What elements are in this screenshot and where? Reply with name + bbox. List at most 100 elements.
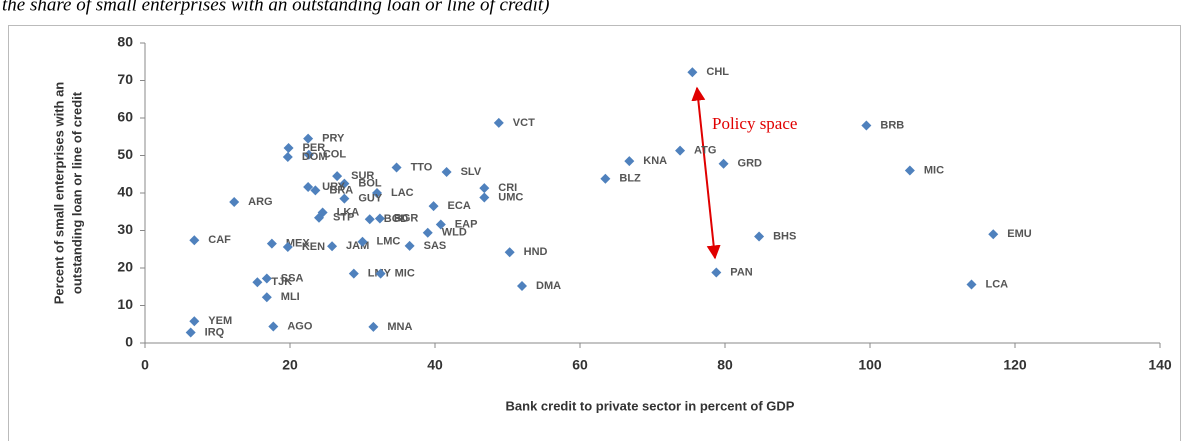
point xyxy=(687,67,698,78)
point-label: WLD xyxy=(442,227,467,239)
point-label: MIC xyxy=(924,164,944,176)
point-label: BRA xyxy=(329,184,353,196)
point-label: ECA xyxy=(448,200,471,212)
point xyxy=(675,145,686,156)
x-tick-label: 20 xyxy=(282,357,298,373)
point-label: AGO xyxy=(287,320,313,332)
point-label: LMC xyxy=(377,236,401,248)
point-label: UMC xyxy=(498,191,523,203)
x-tick-label: 100 xyxy=(858,357,882,373)
point-label: SUR xyxy=(351,170,374,182)
point xyxy=(189,316,200,327)
point xyxy=(261,292,272,303)
point xyxy=(428,201,439,212)
point xyxy=(252,277,263,288)
annotation: Policy space xyxy=(712,114,797,133)
x-axis-label: Bank credit to private sector in percent… xyxy=(506,398,795,413)
x-tick-label: 120 xyxy=(1003,357,1027,373)
x-tick-label: 140 xyxy=(1148,357,1172,373)
point-label: CRI xyxy=(498,182,517,194)
point-label: SLV xyxy=(461,166,482,178)
point-label: LCA xyxy=(986,278,1009,290)
x-tick-label: 60 xyxy=(572,357,588,373)
point xyxy=(303,133,314,144)
point xyxy=(375,268,386,279)
point xyxy=(391,162,402,173)
point xyxy=(904,165,915,176)
point-label: TTO xyxy=(411,161,433,173)
point-label: VCT xyxy=(513,117,535,129)
y-axis-label: outstanding loan or line of credit xyxy=(69,91,84,294)
point xyxy=(348,268,359,279)
point-label: URY xyxy=(322,181,345,193)
point xyxy=(718,158,729,169)
point-label: SAS xyxy=(424,240,447,252)
point xyxy=(504,247,515,258)
point xyxy=(624,156,635,167)
point xyxy=(517,281,527,291)
point-label: LAC xyxy=(391,187,414,199)
point-label: TJK xyxy=(271,276,292,288)
point-label: YEM xyxy=(208,315,232,327)
point-label: IRQ xyxy=(205,326,225,338)
y-tick-label: 10 xyxy=(117,296,133,312)
point-label: BOL xyxy=(358,178,382,190)
point xyxy=(266,238,277,249)
point xyxy=(372,188,382,198)
point-label: BRB xyxy=(880,119,904,131)
point xyxy=(332,171,343,182)
point xyxy=(283,143,294,153)
y-tick-label: 80 xyxy=(117,34,133,50)
point-label: KEN xyxy=(302,241,325,253)
point xyxy=(422,227,433,238)
point xyxy=(339,193,350,204)
point xyxy=(861,120,872,131)
y-axis-label: Percent of small enterprises with an xyxy=(51,82,66,305)
point xyxy=(339,178,350,189)
y-tick-label: 40 xyxy=(117,184,133,200)
point-label: EAP xyxy=(455,218,478,230)
point xyxy=(303,182,314,192)
y-tick-label: 20 xyxy=(117,259,133,275)
point-label: BGR xyxy=(394,212,419,224)
point xyxy=(493,117,504,128)
point-label: DOM xyxy=(302,151,328,163)
point xyxy=(303,149,314,160)
y-tick-label: 70 xyxy=(117,71,133,87)
point-label: BLZ xyxy=(619,173,641,185)
point-label: CAF xyxy=(208,234,231,246)
point xyxy=(711,267,722,278)
point xyxy=(261,273,272,284)
point-label: EMU xyxy=(1007,228,1032,240)
point-label: MIC xyxy=(395,268,415,280)
x-tick-label: 40 xyxy=(427,357,443,373)
point xyxy=(479,192,490,203)
point-label: BHS xyxy=(773,230,796,242)
point xyxy=(357,236,368,247)
point-label: SSA xyxy=(281,272,304,284)
point-label: HND xyxy=(524,246,548,258)
point-label: BGD xyxy=(384,213,409,225)
point-label: COL xyxy=(323,149,347,161)
point xyxy=(988,229,999,240)
point xyxy=(282,152,293,162)
point-label: STP xyxy=(333,212,354,224)
policy-arrow xyxy=(691,86,721,260)
point xyxy=(282,242,293,252)
point xyxy=(268,321,279,332)
x-tick-label: 80 xyxy=(717,357,733,373)
point xyxy=(600,173,611,184)
x-tick-label: 0 xyxy=(141,357,149,373)
point-label: DMA xyxy=(536,280,561,292)
point xyxy=(441,167,452,177)
y-tick-label: 0 xyxy=(125,334,133,350)
point xyxy=(435,219,446,230)
point-label: ATG xyxy=(694,145,716,157)
point-label: LKA xyxy=(337,206,360,218)
point xyxy=(966,279,977,290)
point xyxy=(479,183,490,194)
point xyxy=(310,185,321,196)
y-tick-label: 30 xyxy=(117,221,133,237)
